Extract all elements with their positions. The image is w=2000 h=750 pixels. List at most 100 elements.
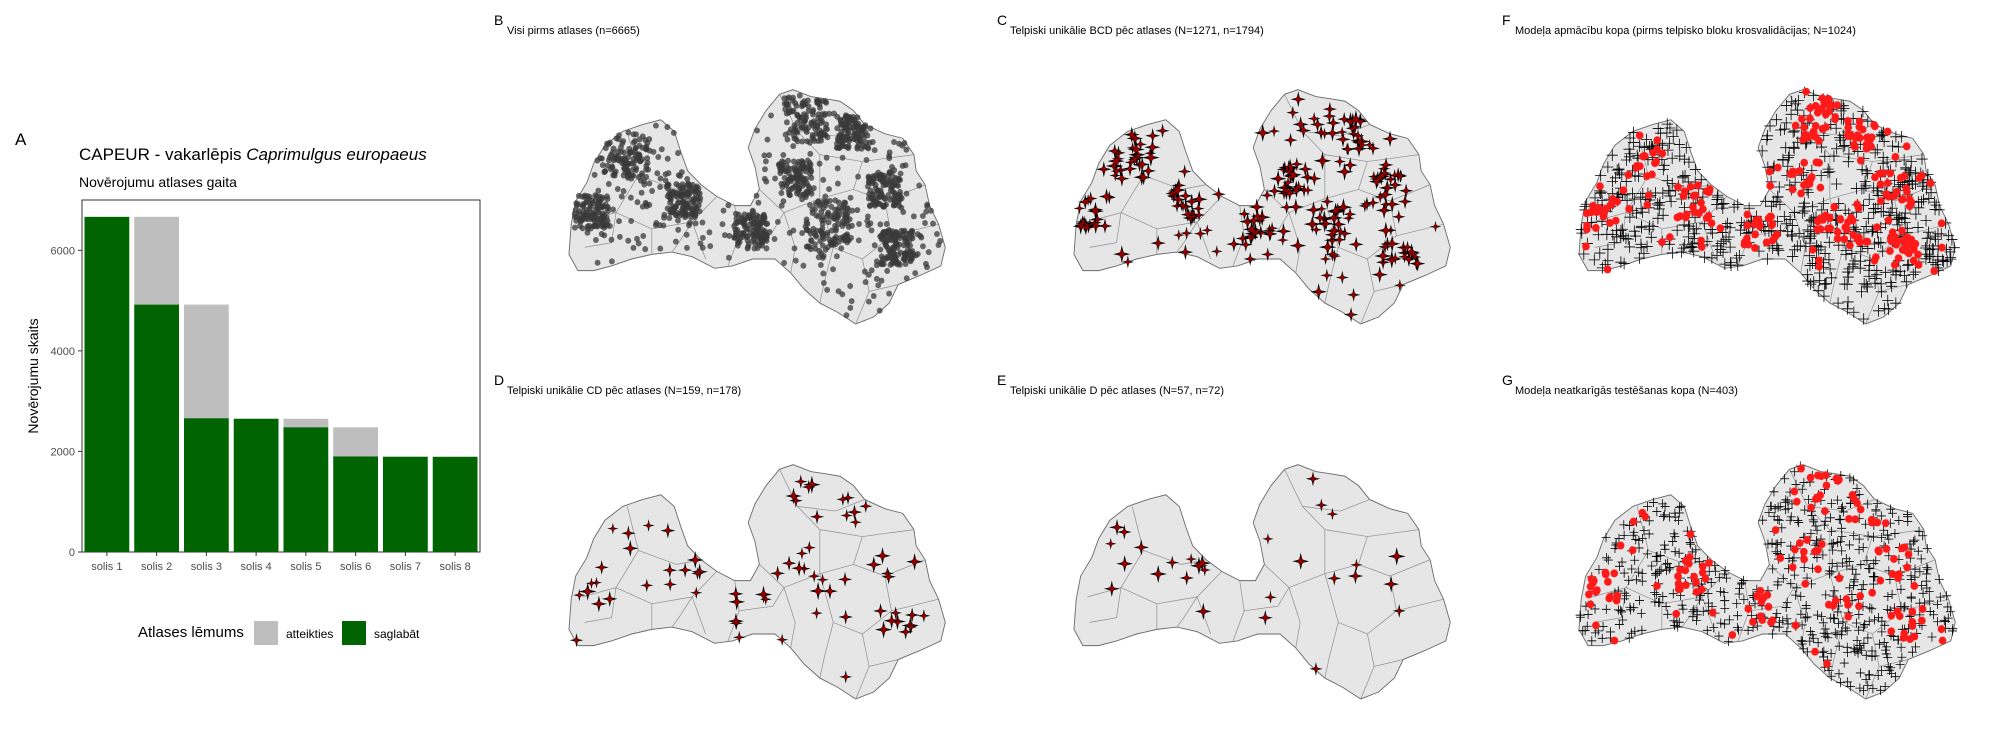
observation-point xyxy=(883,243,890,250)
observation-point xyxy=(641,181,648,188)
background-point xyxy=(1783,619,1793,629)
district-border xyxy=(1829,529,1924,537)
observation-point xyxy=(735,237,742,244)
background-point xyxy=(1885,276,1897,289)
background-point xyxy=(1899,207,1911,219)
sample-point xyxy=(1822,110,1830,119)
cross-center xyxy=(1268,231,1273,237)
observation-point xyxy=(843,312,850,319)
sample-point xyxy=(1666,233,1674,242)
background-point xyxy=(1647,220,1659,233)
observation-point xyxy=(631,148,638,155)
sample-point xyxy=(1818,104,1826,113)
cross-center xyxy=(1128,160,1133,165)
observation-point xyxy=(726,232,733,239)
observation-point xyxy=(575,192,582,199)
observation-point xyxy=(761,175,768,182)
observation-point xyxy=(888,170,895,177)
district-border xyxy=(1865,666,1880,700)
background-point xyxy=(1880,681,1890,692)
observation-point xyxy=(761,211,767,218)
background-point xyxy=(1877,206,1889,218)
background-point xyxy=(1773,181,1785,193)
sample-point xyxy=(1791,545,1799,554)
background-point xyxy=(1825,513,1835,523)
background-point xyxy=(1649,587,1659,598)
background-point xyxy=(1638,247,1650,260)
cross-center xyxy=(1311,175,1317,182)
bar-saglabat xyxy=(233,418,279,552)
observation-point xyxy=(741,223,748,230)
background-point xyxy=(1922,562,1932,573)
background-point xyxy=(1854,545,1864,555)
background-point xyxy=(1829,613,1839,623)
district-border xyxy=(1789,469,1831,574)
cross-center xyxy=(695,571,700,576)
sample-point xyxy=(1884,216,1893,225)
bar-saglabat xyxy=(382,456,428,552)
background-point xyxy=(1706,252,1718,264)
background-point xyxy=(1865,670,1875,680)
district-border xyxy=(1264,564,1301,648)
sample-point xyxy=(1905,195,1914,204)
observation-point xyxy=(795,177,801,184)
background-point xyxy=(1935,592,1945,602)
background-point xyxy=(1871,556,1881,566)
cross-center xyxy=(1382,227,1389,234)
sample-point xyxy=(1898,236,1907,245)
observation-point xyxy=(615,156,622,163)
observation-point xyxy=(749,237,756,244)
background-point xyxy=(1702,625,1712,635)
cross-center xyxy=(1337,159,1343,164)
background-point xyxy=(1798,231,1810,243)
sample-point xyxy=(1898,226,1906,235)
cross-center xyxy=(584,588,591,595)
district-border xyxy=(779,469,821,574)
sample-point xyxy=(1926,179,1935,188)
background-point xyxy=(1884,534,1894,544)
sample-point xyxy=(1830,202,1839,211)
cross-center xyxy=(694,590,699,595)
sample-point xyxy=(1800,123,1808,132)
background-point xyxy=(1616,223,1628,236)
background-point xyxy=(1861,650,1871,660)
background-point xyxy=(1891,213,1903,225)
background-point xyxy=(1698,606,1708,617)
background-point xyxy=(1773,580,1783,590)
observation-point xyxy=(824,286,831,293)
observation-point xyxy=(586,193,593,200)
sample-point xyxy=(1899,543,1908,552)
sample-point xyxy=(1766,212,1775,221)
observation-point xyxy=(880,261,887,268)
observation-point xyxy=(800,175,807,182)
background-point xyxy=(1896,130,1908,143)
observation-point xyxy=(875,187,882,194)
sample-point xyxy=(1649,148,1657,157)
observation-point xyxy=(812,241,818,248)
background-point xyxy=(1752,621,1762,631)
sample-point xyxy=(1583,225,1591,234)
cross-center xyxy=(1356,145,1362,152)
district-border xyxy=(1324,622,1339,679)
district-border xyxy=(584,587,617,623)
observation-point xyxy=(666,214,673,222)
background-point xyxy=(1903,512,1913,522)
cross-center xyxy=(1265,251,1271,257)
background-point xyxy=(1783,149,1795,162)
cross-center xyxy=(1253,204,1260,211)
background-point xyxy=(1921,569,1931,579)
district-border xyxy=(1829,622,1844,679)
cross-center xyxy=(1133,146,1140,153)
observation-point xyxy=(834,180,841,187)
observation-point xyxy=(877,221,884,228)
cross-center xyxy=(1351,292,1357,298)
observation-point xyxy=(695,185,702,192)
cross-center xyxy=(1382,191,1389,198)
observation-point xyxy=(800,262,807,269)
cross-center xyxy=(1189,198,1195,205)
background-point xyxy=(1661,118,1673,130)
observation-point xyxy=(878,277,885,284)
district-border xyxy=(582,506,639,598)
background-point xyxy=(1934,574,1944,585)
background-point xyxy=(1910,535,1920,545)
